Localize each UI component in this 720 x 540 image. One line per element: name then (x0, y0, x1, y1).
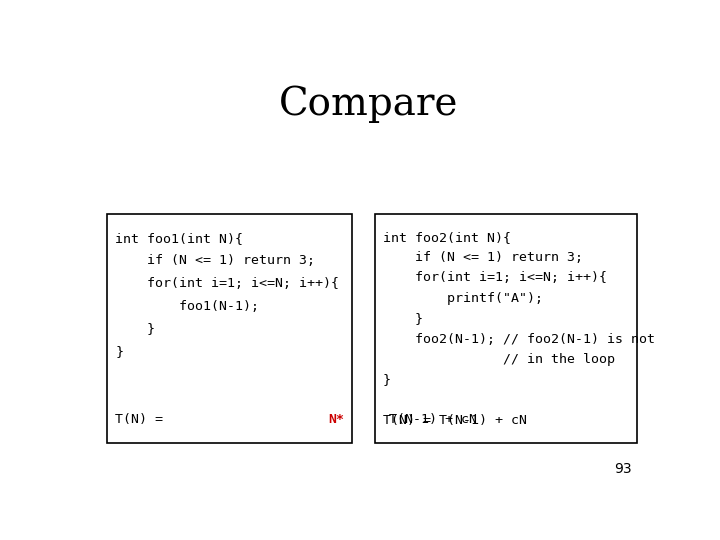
Text: foo2(N-1); // foo2(N-1) is not: foo2(N-1); // foo2(N-1) is not (383, 333, 655, 346)
Text: Compare: Compare (279, 85, 459, 123)
Text: int foo2(int N){: int foo2(int N){ (383, 231, 511, 244)
Text: }: } (115, 322, 155, 335)
Text: // in the loop: // in the loop (383, 353, 615, 366)
Text: if (N <= 1) return 3;: if (N <= 1) return 3; (383, 251, 583, 264)
Text: for(int i=1; i<=N; i++){: for(int i=1; i<=N; i++){ (115, 277, 339, 290)
Text: printf("A");: printf("A"); (383, 292, 543, 305)
Text: }: } (383, 373, 391, 386)
Bar (374, 214, 636, 443)
Text: T(N) =: T(N) = (115, 413, 171, 426)
Text: }: } (115, 345, 123, 358)
Text: }: } (383, 312, 423, 325)
Text: T(N) = T(N-1) + cN: T(N) = T(N-1) + cN (383, 414, 527, 427)
Text: foo1(N-1);: foo1(N-1); (115, 300, 259, 313)
Text: 93: 93 (613, 462, 631, 476)
Text: int foo1(int N){: int foo1(int N){ (115, 232, 243, 245)
Text: if (N <= 1) return 3;: if (N <= 1) return 3; (115, 254, 315, 267)
Bar (107, 214, 352, 443)
Text: for(int i=1; i<=N; i++){: for(int i=1; i<=N; i++){ (383, 272, 607, 285)
Text: N*: N* (328, 413, 344, 426)
Text: T(N-1) + cN: T(N-1) + cN (390, 413, 477, 426)
